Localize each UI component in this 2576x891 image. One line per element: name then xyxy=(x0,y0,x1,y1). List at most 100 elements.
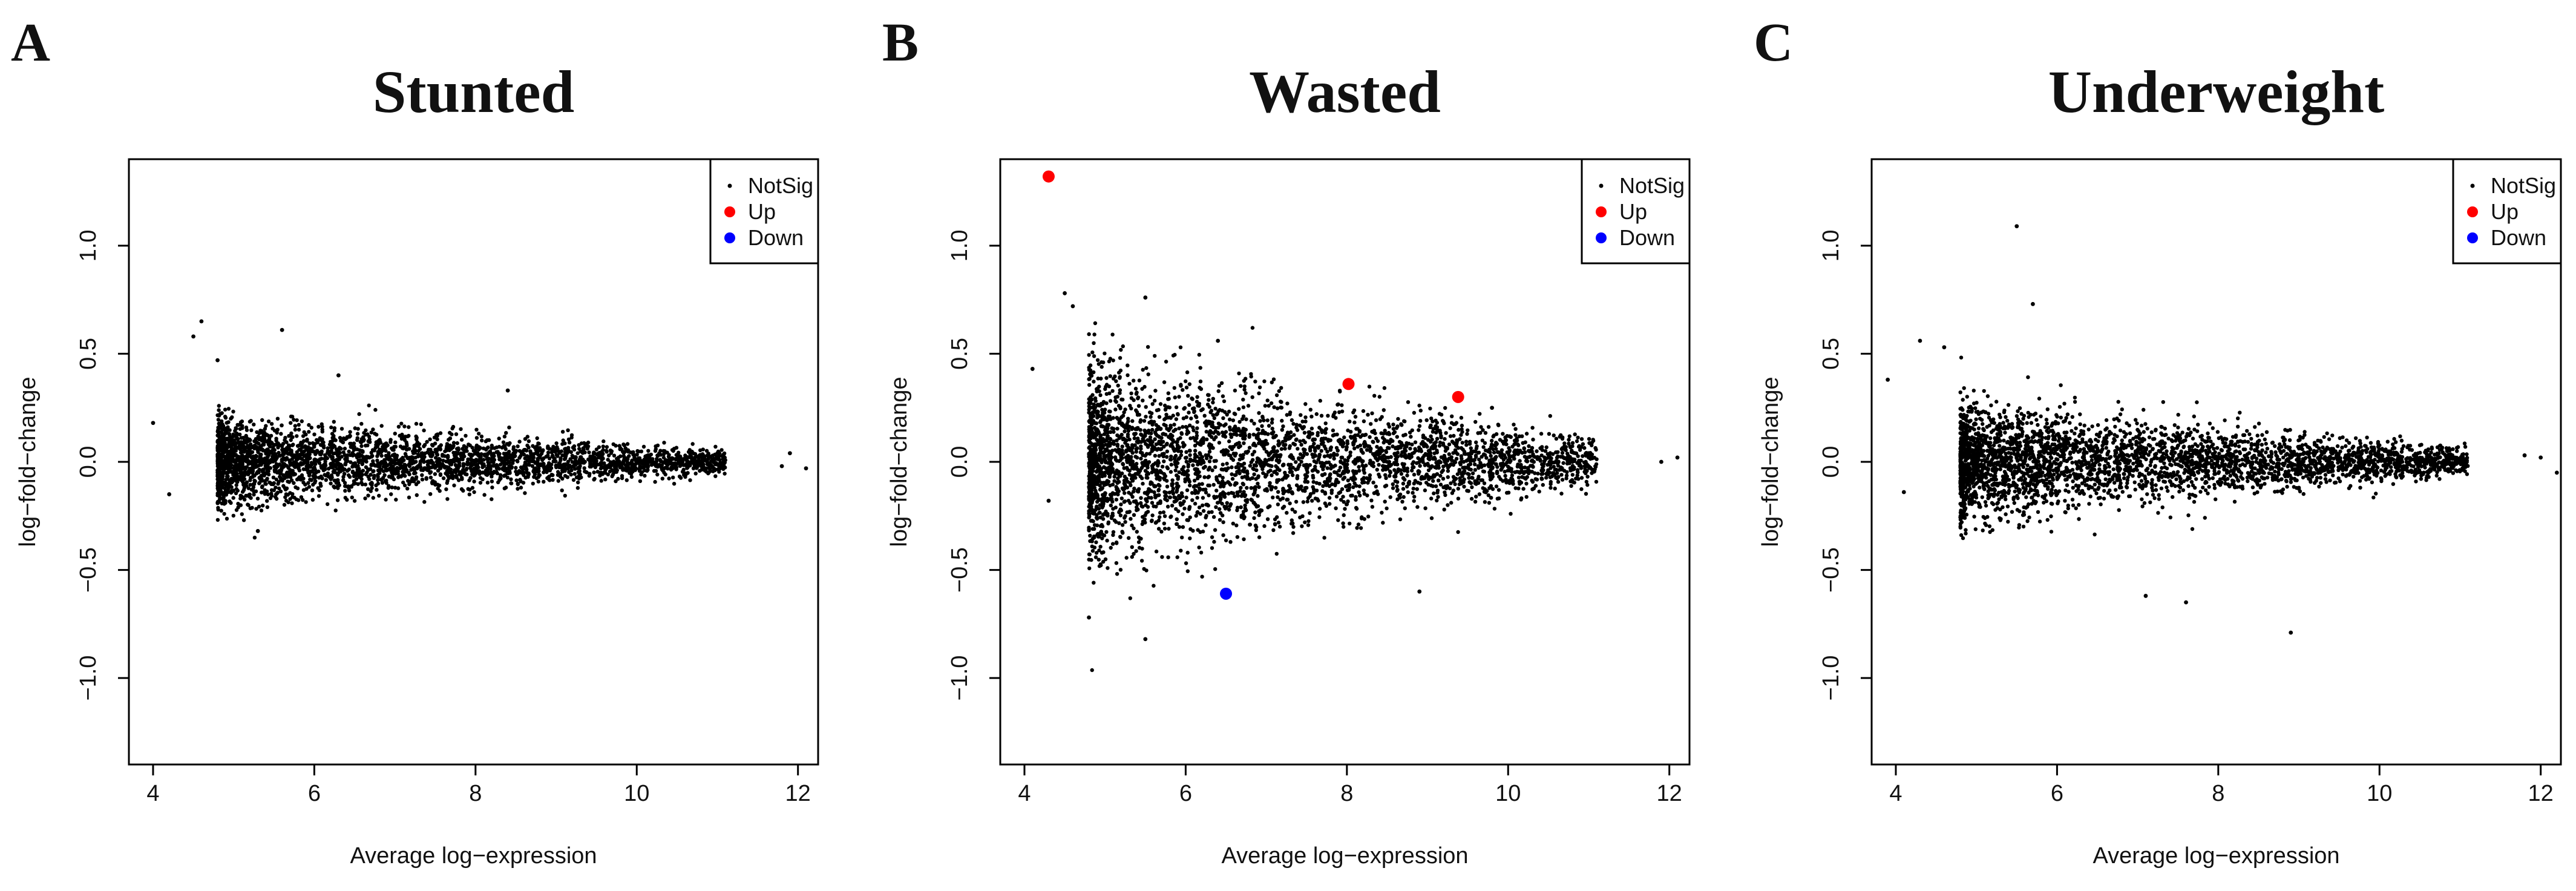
notsig-point xyxy=(540,452,544,456)
notsig-point xyxy=(1342,513,1346,518)
notsig-point xyxy=(352,472,356,476)
notsig-point xyxy=(365,470,369,475)
notsig-point xyxy=(1423,506,1427,510)
notsig-point xyxy=(1233,389,1237,393)
notsig-point xyxy=(249,428,254,432)
notsig-point xyxy=(274,438,278,443)
notsig-point xyxy=(257,441,261,446)
notsig-point xyxy=(638,479,643,484)
notsig-point xyxy=(1180,535,1184,540)
notsig-point xyxy=(329,454,333,459)
notsig-point xyxy=(436,458,441,463)
notsig-point xyxy=(387,458,392,462)
notsig-point xyxy=(1182,444,1186,448)
notsig-point xyxy=(457,464,462,468)
notsig-point xyxy=(326,446,330,450)
notsig-point xyxy=(1477,492,1482,496)
legend-label-down: Down xyxy=(748,225,804,250)
notsig-point xyxy=(428,475,433,480)
notsig-point xyxy=(320,429,324,434)
notsig-point xyxy=(415,435,419,440)
notsig-point xyxy=(231,409,235,414)
notsig-point xyxy=(467,442,471,447)
notsig-point xyxy=(514,469,518,474)
notsig-point xyxy=(654,459,659,464)
notsig-point xyxy=(342,472,347,476)
notsig-point xyxy=(1257,535,1262,539)
notsig-point xyxy=(1177,395,1181,399)
notsig-point xyxy=(1090,548,1095,553)
notsig-point xyxy=(233,446,238,450)
notsig-point xyxy=(1401,433,1406,438)
notsig-point xyxy=(505,388,510,393)
notsig-point xyxy=(356,454,361,459)
notsig-point xyxy=(364,428,368,433)
notsig-point xyxy=(1362,419,1366,424)
notsig-point xyxy=(477,469,482,473)
notsig-point xyxy=(1512,456,1516,461)
notsig-point xyxy=(1401,487,1406,491)
notsig-point xyxy=(1456,530,1460,534)
notsig-point xyxy=(430,442,434,447)
notsig-point xyxy=(530,464,534,468)
notsig-point xyxy=(221,474,225,478)
notsig-point xyxy=(1118,568,1123,572)
notsig-point xyxy=(308,446,312,450)
notsig-point xyxy=(1167,527,1171,531)
notsig-point xyxy=(361,450,365,454)
notsig-point xyxy=(470,453,474,458)
notsig-point xyxy=(251,444,255,449)
notsig-point xyxy=(480,465,485,470)
notsig-point xyxy=(526,462,531,467)
legend-label-notsig: NotSig xyxy=(748,173,813,198)
notsig-point xyxy=(215,454,220,458)
notsig-point xyxy=(1386,422,1391,426)
notsig-point xyxy=(217,486,221,490)
notsig-point xyxy=(1202,475,1207,479)
notsig-point xyxy=(525,467,529,472)
notsig-point xyxy=(478,446,482,450)
notsig-point xyxy=(713,444,718,449)
notsig-point xyxy=(696,459,701,464)
notsig-point xyxy=(261,504,265,508)
notsig-point xyxy=(243,498,247,502)
notsig-point xyxy=(382,473,387,478)
notsig-point xyxy=(1272,405,1276,409)
notsig-point xyxy=(449,447,453,451)
notsig-point xyxy=(1224,538,1228,542)
notsig-point xyxy=(1581,454,1585,458)
notsig-point xyxy=(1152,584,1156,588)
notsig-point xyxy=(1119,496,1124,501)
notsig-point xyxy=(492,458,497,462)
notsig-point xyxy=(498,462,503,467)
notsig-point xyxy=(1269,401,1274,406)
notsig-point xyxy=(310,498,315,502)
notsig-point xyxy=(497,444,502,449)
notsig-point xyxy=(701,447,706,452)
chart-title: Stunted xyxy=(373,58,574,125)
notsig-point xyxy=(313,475,318,479)
notsig-point xyxy=(1519,481,1524,485)
notsig-point xyxy=(415,442,419,447)
notsig-point xyxy=(588,464,592,469)
notsig-point xyxy=(1184,415,1188,419)
notsig-point xyxy=(1094,421,1099,426)
notsig-point xyxy=(1270,380,1274,384)
notsig-point xyxy=(265,499,269,503)
notsig-point xyxy=(533,461,537,465)
notsig-point xyxy=(441,476,446,481)
notsig-point xyxy=(287,434,291,438)
notsig-point xyxy=(687,448,692,452)
notsig-point xyxy=(231,488,235,493)
notsig-point xyxy=(300,419,304,424)
notsig-point xyxy=(479,434,484,439)
notsig-point xyxy=(269,433,274,438)
notsig-point xyxy=(1487,501,1492,505)
notsig-point xyxy=(234,426,238,430)
notsig-point xyxy=(1467,476,1471,480)
notsig-point xyxy=(407,470,411,475)
notsig-point xyxy=(560,488,564,493)
notsig-point xyxy=(375,488,379,492)
notsig-point xyxy=(1126,363,1130,367)
notsig-point xyxy=(569,450,573,454)
